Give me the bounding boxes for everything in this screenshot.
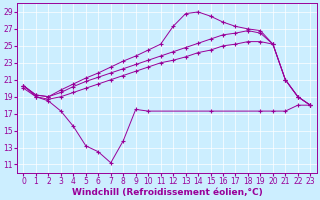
X-axis label: Windchill (Refroidissement éolien,°C): Windchill (Refroidissement éolien,°C)	[72, 188, 262, 197]
